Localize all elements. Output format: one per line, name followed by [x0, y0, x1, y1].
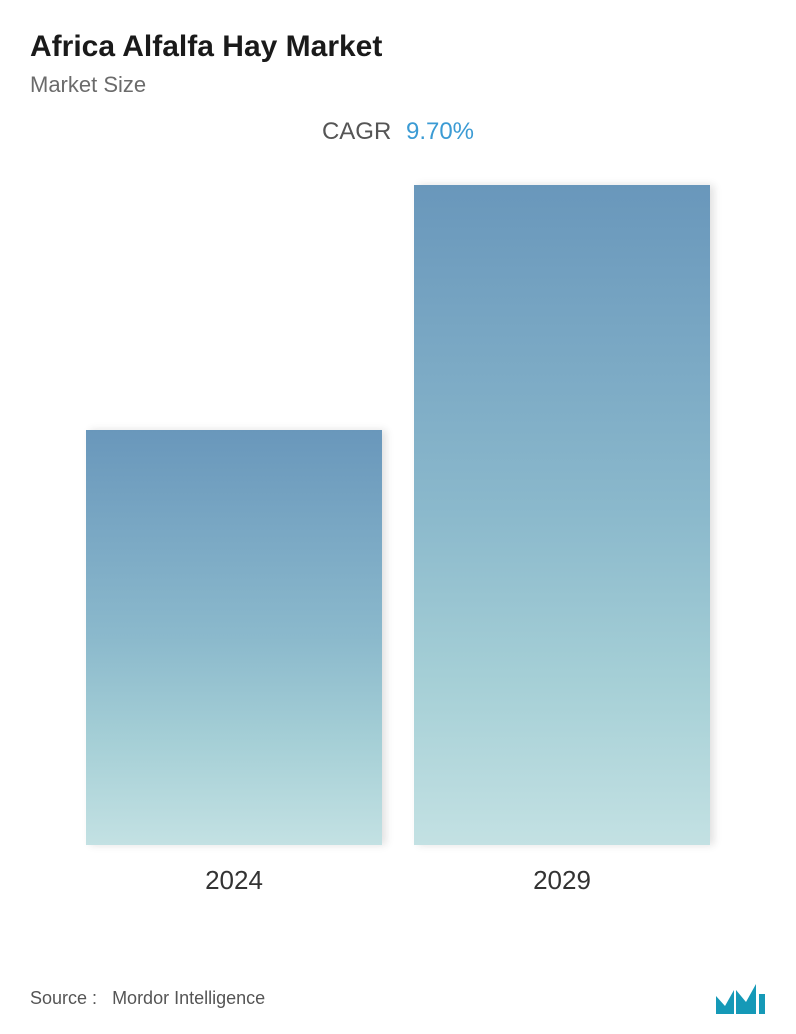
bar-2029	[414, 185, 709, 845]
cagr-value: 9.70%	[406, 118, 474, 145]
bar-group-2024: 2024	[86, 430, 381, 896]
mordor-logo-icon	[716, 982, 766, 1014]
bar-group-2029: 2029	[414, 185, 709, 896]
footer: Source : Mordor Intelligence	[30, 982, 766, 1014]
source-text: Source : Mordor Intelligence	[30, 988, 265, 1009]
cagr-row: CAGR 9.70%	[30, 118, 766, 146]
bar-label-2024: 2024	[205, 865, 263, 896]
chart-subtitle: Market Size	[30, 72, 766, 98]
chart-title: Africa Alfalfa Hay Market	[30, 30, 766, 64]
source-value: Mordor Intelligence	[112, 988, 265, 1008]
chart-area: 2024 2029	[30, 176, 766, 896]
source-label: Source :	[30, 988, 97, 1008]
bar-2024	[86, 430, 381, 845]
cagr-label: CAGR	[322, 118, 391, 145]
bar-label-2029: 2029	[533, 865, 591, 896]
